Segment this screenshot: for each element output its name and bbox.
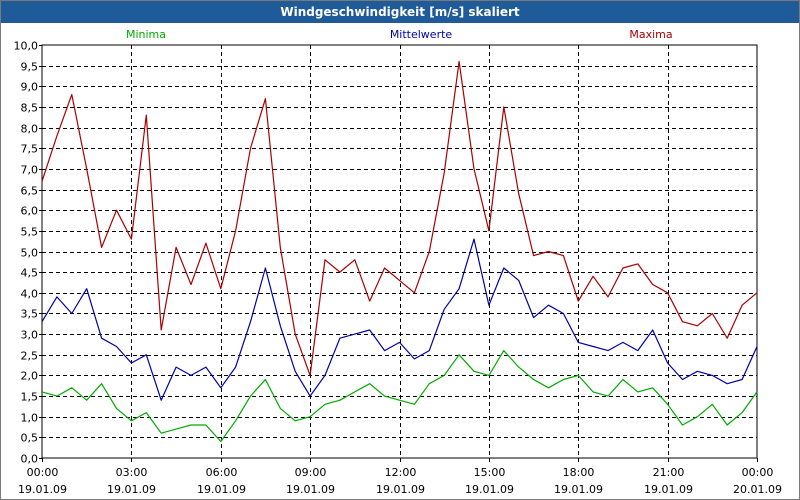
- y-tick-label: 6,0: [21, 205, 39, 218]
- y-tick-label: 4,0: [21, 288, 39, 301]
- y-tick-label: 7,5: [21, 143, 39, 156]
- y-tick-label: 0,0: [21, 453, 39, 466]
- y-tick-label: 8,5: [21, 102, 39, 115]
- x-tick-time: 06:00: [206, 466, 238, 479]
- y-tick-label: 1,0: [21, 412, 39, 425]
- y-tick-label: 4,5: [21, 267, 39, 280]
- y-tick-label: 9,0: [21, 81, 39, 94]
- y-tick-label: 3,0: [21, 329, 39, 342]
- series-line-minima: [41, 350, 758, 443]
- x-tick-date: 19.01.09: [286, 483, 335, 496]
- x-tick-date: 19.01.09: [197, 483, 246, 496]
- y-tick-label: 3,5: [21, 308, 39, 321]
- x-tick-date: 19.01.09: [376, 483, 425, 496]
- y-tick-label: 9,5: [21, 61, 39, 74]
- x-tick-time: 12:00: [385, 466, 417, 479]
- y-tick-label: 5,0: [21, 247, 39, 260]
- window-title: Windgeschwindigkeit [m/s] skaliert: [1, 1, 799, 23]
- x-tick-date: 19.01.09: [644, 483, 693, 496]
- y-tick-label: 0,5: [21, 432, 39, 445]
- legend-mittelwerte: Mittelwerte: [390, 28, 453, 41]
- legend-maxima: Maxima: [629, 28, 672, 41]
- y-tick-label: 7,0: [21, 164, 39, 177]
- y-tick-label: 2,0: [21, 370, 39, 383]
- x-tick-time: 03:00: [116, 466, 148, 479]
- x-tick-time: 15:00: [474, 466, 506, 479]
- x-tick-date: 19.01.09: [465, 483, 514, 496]
- series-line-maxima: [41, 60, 758, 376]
- legend-minima: Minima: [126, 28, 166, 41]
- x-tick-time: 18:00: [563, 466, 595, 479]
- x-tick-date: 20.01.09: [733, 483, 782, 496]
- x-tick-time: 09:00: [295, 466, 327, 479]
- y-tick-label: 5,5: [21, 226, 39, 239]
- y-tick-label: 10,0: [14, 40, 39, 53]
- y-tick-label: 2,5: [21, 350, 39, 363]
- y-tick-label: 6,5: [21, 185, 39, 198]
- x-tick-time: 21:00: [653, 466, 685, 479]
- x-tick-date: 19.01.09: [554, 483, 603, 496]
- x-tick-time: 00:00: [27, 466, 59, 479]
- x-tick-date: 19.01.09: [107, 483, 156, 496]
- y-tick-label: 8,0: [21, 123, 39, 136]
- series-line-mittelwerte: [41, 238, 758, 401]
- x-tick-date: 19.01.09: [18, 483, 67, 496]
- plot-area: [41, 44, 758, 459]
- x-tick-time: 00:00: [742, 466, 774, 479]
- y-tick-label: 1,5: [21, 391, 39, 404]
